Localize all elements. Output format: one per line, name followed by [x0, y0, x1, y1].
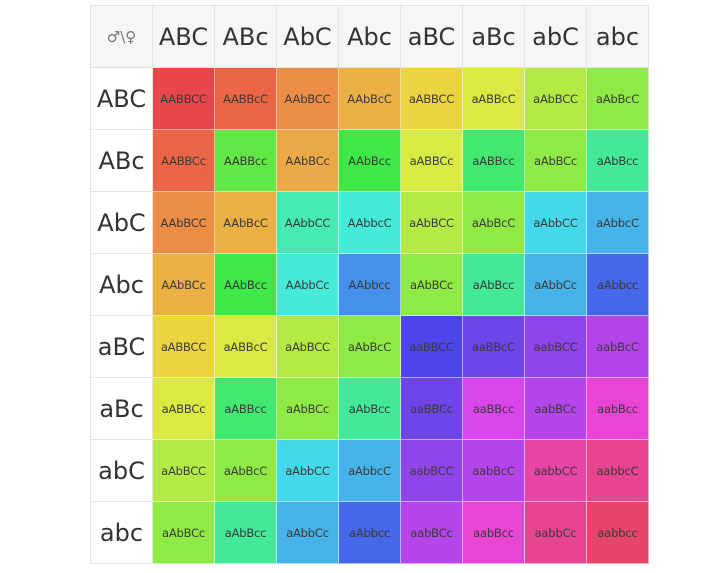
genotype-cell: aAbBcC — [215, 440, 277, 502]
genotype-cell: AABBcc — [215, 130, 277, 192]
column-header: aBc — [463, 6, 525, 68]
row-header: ABc — [91, 130, 153, 192]
genotype-cell: aABBCC — [153, 316, 215, 378]
genotype-cell: AAbBCc — [277, 130, 339, 192]
genotype-cell: aAbBCC — [525, 68, 587, 130]
corner-cell: ♂\♀ — [91, 6, 153, 68]
genotype-cell: aAbBCC — [277, 316, 339, 378]
genotype-cell: aABBcc — [215, 378, 277, 440]
genotype-cell: AAbBCC — [277, 68, 339, 130]
genotype-cell: aabBCC — [401, 440, 463, 502]
genotype-cell: aabBcC — [463, 440, 525, 502]
genotype-cell: AAbBcC — [339, 68, 401, 130]
column-header: ABC — [153, 6, 215, 68]
genotype-cell: aAbbCc — [525, 254, 587, 316]
genotype-cell: aAbbcc — [339, 502, 401, 564]
genotype-cell: aAbBcC — [587, 68, 649, 130]
genotype-cell: aaBBcC — [463, 316, 525, 378]
genotype-cell: AAbBcc — [215, 254, 277, 316]
column-header: aBC — [401, 6, 463, 68]
column-header: abC — [525, 6, 587, 68]
genotype-cell: aaBBCC — [401, 316, 463, 378]
punnett-square: ♂\♀ ABC ABc AbC Abc aBC aBc abC abc ABC A… — [90, 5, 649, 564]
genotype-cell: aabbcC — [587, 440, 649, 502]
genotype-cell: aAbBcc — [215, 502, 277, 564]
genotype-cell: AAbBCc — [153, 254, 215, 316]
genotype-cell: aABBCc — [153, 378, 215, 440]
row-header: ABC — [91, 68, 153, 130]
genotype-cell: aAbBcc — [339, 378, 401, 440]
genotype-cell: aAbBCc — [525, 130, 587, 192]
column-header: AbC — [277, 6, 339, 68]
genotype-cell: aAbBCC — [401, 192, 463, 254]
genotype-cell: aAbbcC — [339, 440, 401, 502]
genotype-cell: AAbBCC — [153, 192, 215, 254]
genotype-cell: aAbbCC — [525, 192, 587, 254]
genotype-cell: aabBcC — [587, 316, 649, 378]
row-header: abc — [91, 502, 153, 564]
genotype-cell: aabBCc — [525, 378, 587, 440]
genotype-cell: aabBCC — [525, 316, 587, 378]
genotype-cell: aAbbcC — [587, 192, 649, 254]
genotype-cell: aAbbCC — [277, 440, 339, 502]
genotype-cell: aAbBcC — [339, 316, 401, 378]
genotype-cell: AAbbCC — [277, 192, 339, 254]
genotype-cell: aaBBcc — [463, 378, 525, 440]
genotype-cell: aABBcC — [463, 68, 525, 130]
column-header: Abc — [339, 6, 401, 68]
column-header: ABc — [215, 6, 277, 68]
genotype-cell: aABBCc — [401, 130, 463, 192]
genotype-cell: aABBcc — [463, 130, 525, 192]
row-header: AbC — [91, 192, 153, 254]
genotype-cell: AABBcC — [215, 68, 277, 130]
genotype-cell: aAbbCc — [277, 502, 339, 564]
row-header: aBC — [91, 316, 153, 378]
genotype-cell: aABBcC — [215, 316, 277, 378]
genotype-cell: aAbBcc — [587, 130, 649, 192]
genotype-cell: AAbBcc — [339, 130, 401, 192]
genotype-cell: aAbBCc — [153, 502, 215, 564]
genotype-cell: aABBCC — [401, 68, 463, 130]
row-header: abC — [91, 440, 153, 502]
genotype-cell: AABBCc — [153, 130, 215, 192]
row-header: aBc — [91, 378, 153, 440]
genotype-cell: aabBcc — [587, 378, 649, 440]
genotype-cell: aAbbcc — [587, 254, 649, 316]
genotype-cell: AABBCC — [153, 68, 215, 130]
genotype-cell: aabbCc — [525, 502, 587, 564]
genotype-cell: aabbcc — [587, 502, 649, 564]
genotype-cell: aAbBCC — [153, 440, 215, 502]
genotype-cell: AAbbCc — [277, 254, 339, 316]
genotype-cell: AAbbcc — [339, 254, 401, 316]
genotype-cell: AAbbcC — [339, 192, 401, 254]
genotype-cell: aabBcc — [463, 502, 525, 564]
genotype-cell: aAbBCc — [277, 378, 339, 440]
column-header: abc — [587, 6, 649, 68]
genotype-cell: aAbBCc — [401, 254, 463, 316]
genotype-cell: aAbBcc — [463, 254, 525, 316]
genotype-cell: AAbBcC — [215, 192, 277, 254]
genotype-cell: aAbBcC — [463, 192, 525, 254]
genotype-cell: aabbCC — [525, 440, 587, 502]
row-header: Abc — [91, 254, 153, 316]
genotype-cell: aabBCc — [401, 502, 463, 564]
genotype-cell: aaBBCc — [401, 378, 463, 440]
